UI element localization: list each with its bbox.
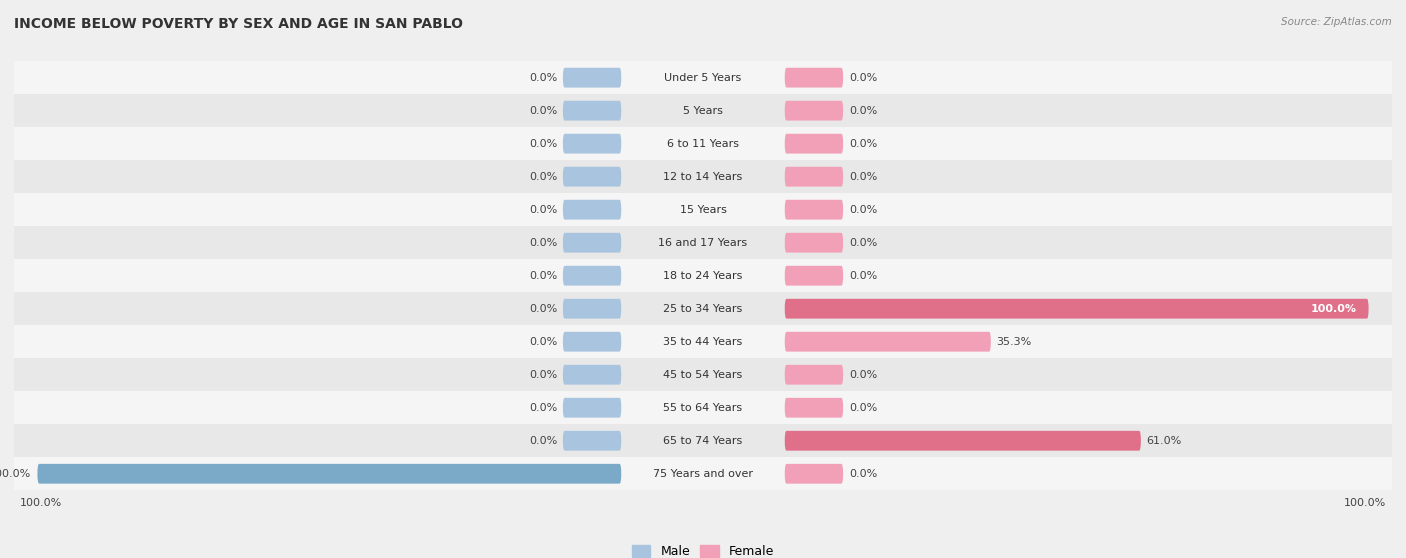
Text: 12 to 14 Years: 12 to 14 Years <box>664 172 742 182</box>
Bar <box>14 226 1392 259</box>
Text: 0.0%: 0.0% <box>529 73 557 83</box>
Text: 16 and 17 Years: 16 and 17 Years <box>658 238 748 248</box>
FancyBboxPatch shape <box>785 134 844 153</box>
Text: 0.0%: 0.0% <box>849 370 877 380</box>
FancyBboxPatch shape <box>785 233 844 253</box>
Text: 0.0%: 0.0% <box>529 336 557 347</box>
FancyBboxPatch shape <box>562 101 621 121</box>
Text: 0.0%: 0.0% <box>849 238 877 248</box>
Text: 0.0%: 0.0% <box>529 271 557 281</box>
Text: 55 to 64 Years: 55 to 64 Years <box>664 403 742 413</box>
Text: 25 to 34 Years: 25 to 34 Years <box>664 304 742 314</box>
Text: 65 to 74 Years: 65 to 74 Years <box>664 436 742 446</box>
Text: 5 Years: 5 Years <box>683 105 723 116</box>
FancyBboxPatch shape <box>785 101 844 121</box>
Text: 0.0%: 0.0% <box>529 205 557 215</box>
FancyBboxPatch shape <box>785 365 844 384</box>
Text: Source: ZipAtlas.com: Source: ZipAtlas.com <box>1281 17 1392 27</box>
Text: 0.0%: 0.0% <box>849 73 877 83</box>
Text: INCOME BELOW POVERTY BY SEX AND AGE IN SAN PABLO: INCOME BELOW POVERTY BY SEX AND AGE IN S… <box>14 17 463 31</box>
FancyBboxPatch shape <box>785 68 844 88</box>
Text: 0.0%: 0.0% <box>849 205 877 215</box>
FancyBboxPatch shape <box>785 464 844 484</box>
Text: 45 to 54 Years: 45 to 54 Years <box>664 370 742 380</box>
FancyBboxPatch shape <box>562 167 621 186</box>
FancyBboxPatch shape <box>562 266 621 286</box>
Text: 0.0%: 0.0% <box>529 436 557 446</box>
Text: 35.3%: 35.3% <box>997 336 1032 347</box>
Text: 0.0%: 0.0% <box>849 139 877 148</box>
Text: 100.0%: 100.0% <box>1344 498 1386 508</box>
Text: 0.0%: 0.0% <box>849 271 877 281</box>
Bar <box>14 61 1392 94</box>
FancyBboxPatch shape <box>562 68 621 88</box>
Bar <box>14 127 1392 160</box>
Bar <box>14 391 1392 424</box>
FancyBboxPatch shape <box>785 398 844 417</box>
Text: 0.0%: 0.0% <box>849 403 877 413</box>
FancyBboxPatch shape <box>562 398 621 417</box>
Text: 15 Years: 15 Years <box>679 205 727 215</box>
Text: 0.0%: 0.0% <box>849 469 877 479</box>
Text: 0.0%: 0.0% <box>529 172 557 182</box>
Bar <box>14 358 1392 391</box>
Text: 0.0%: 0.0% <box>849 172 877 182</box>
Bar <box>14 457 1392 490</box>
Text: 100.0%: 100.0% <box>0 469 31 479</box>
Bar <box>14 160 1392 193</box>
FancyBboxPatch shape <box>562 299 621 319</box>
FancyBboxPatch shape <box>562 431 621 451</box>
Legend: Male, Female: Male, Female <box>627 540 779 558</box>
Bar <box>14 292 1392 325</box>
Text: 100.0%: 100.0% <box>1310 304 1357 314</box>
Text: 0.0%: 0.0% <box>529 370 557 380</box>
Bar <box>14 259 1392 292</box>
Text: 18 to 24 Years: 18 to 24 Years <box>664 271 742 281</box>
FancyBboxPatch shape <box>785 431 1140 451</box>
Bar <box>14 193 1392 226</box>
Text: 0.0%: 0.0% <box>529 139 557 148</box>
Text: 75 Years and over: 75 Years and over <box>652 469 754 479</box>
Text: 0.0%: 0.0% <box>529 238 557 248</box>
Text: 61.0%: 61.0% <box>1147 436 1182 446</box>
Text: 0.0%: 0.0% <box>529 304 557 314</box>
FancyBboxPatch shape <box>785 200 844 220</box>
Text: 0.0%: 0.0% <box>529 105 557 116</box>
Text: 6 to 11 Years: 6 to 11 Years <box>666 139 740 148</box>
FancyBboxPatch shape <box>562 200 621 220</box>
Text: 0.0%: 0.0% <box>849 105 877 116</box>
FancyBboxPatch shape <box>785 266 844 286</box>
FancyBboxPatch shape <box>785 299 1368 319</box>
Text: 100.0%: 100.0% <box>20 498 62 508</box>
Text: 35 to 44 Years: 35 to 44 Years <box>664 336 742 347</box>
FancyBboxPatch shape <box>785 332 991 352</box>
FancyBboxPatch shape <box>562 233 621 253</box>
Bar <box>14 325 1392 358</box>
FancyBboxPatch shape <box>785 167 844 186</box>
Text: Under 5 Years: Under 5 Years <box>665 73 741 83</box>
FancyBboxPatch shape <box>38 464 621 484</box>
FancyBboxPatch shape <box>562 332 621 352</box>
Bar <box>14 424 1392 457</box>
FancyBboxPatch shape <box>562 134 621 153</box>
FancyBboxPatch shape <box>562 365 621 384</box>
Text: 0.0%: 0.0% <box>529 403 557 413</box>
Bar <box>14 94 1392 127</box>
